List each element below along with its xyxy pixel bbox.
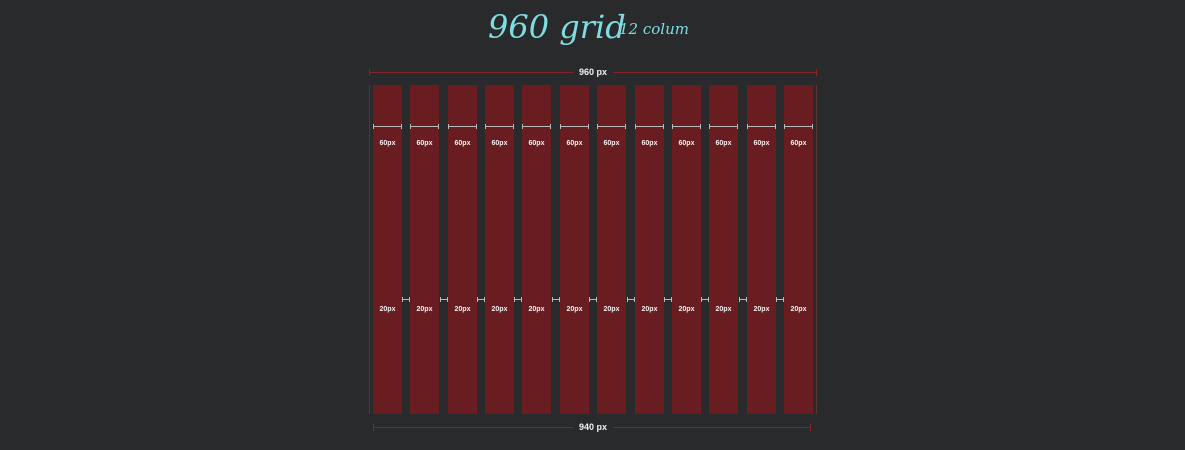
bottom-dimension-label: 940 px bbox=[572, 422, 614, 433]
column-width-label: 60px bbox=[753, 140, 770, 147]
gutter-label: 20px bbox=[491, 306, 508, 313]
column-width-tick bbox=[709, 124, 738, 129]
grid-column bbox=[560, 85, 589, 414]
column-width-tick bbox=[448, 124, 477, 129]
column-width-tick bbox=[747, 124, 776, 129]
column-width-label: 60px bbox=[379, 140, 396, 147]
grid-column bbox=[410, 85, 439, 414]
grid-column bbox=[597, 85, 626, 414]
gutter-tick bbox=[776, 297, 784, 302]
gutter-tick bbox=[552, 297, 560, 302]
grid-column bbox=[635, 85, 664, 414]
column-width-tick bbox=[784, 124, 813, 129]
gutter-label: 20px bbox=[566, 306, 583, 313]
gutter-tick bbox=[440, 297, 448, 302]
column-width-tick bbox=[410, 124, 439, 129]
gutter-label: 20px bbox=[454, 306, 471, 313]
top-dimension-label: 960 px bbox=[572, 67, 614, 78]
gutter-label: 20px bbox=[641, 306, 658, 313]
gutter-label: 20px bbox=[753, 306, 770, 313]
column-width-label: 60px bbox=[416, 140, 433, 147]
gutter-tick bbox=[514, 297, 522, 302]
column-width-label: 60px bbox=[603, 140, 620, 147]
gutter-label: 20px bbox=[715, 306, 732, 313]
gutter-label: 20px bbox=[678, 306, 695, 313]
grid-column bbox=[448, 85, 477, 414]
column-width-tick bbox=[635, 124, 664, 129]
gutter-tick bbox=[627, 297, 635, 302]
column-width-label: 60px bbox=[790, 140, 807, 147]
grid-column bbox=[747, 85, 776, 414]
grid-column bbox=[672, 85, 701, 414]
gutter-label: 20px bbox=[790, 306, 807, 313]
grid-column bbox=[784, 85, 813, 414]
page-subtitle: 12 colum bbox=[619, 20, 689, 38]
page-title: 960 grid bbox=[488, 8, 626, 46]
column-width-label: 60px bbox=[491, 140, 508, 147]
gutter-label: 20px bbox=[603, 306, 620, 313]
gutter-tick bbox=[664, 297, 672, 302]
column-width-tick bbox=[672, 124, 701, 129]
gutter-tick bbox=[589, 297, 597, 302]
gutter-tick bbox=[402, 297, 410, 302]
gutter-tick bbox=[701, 297, 709, 302]
grid-column bbox=[709, 85, 738, 414]
grid-column bbox=[485, 85, 514, 414]
column-width-label: 60px bbox=[678, 140, 695, 147]
gutter-label: 20px bbox=[416, 306, 433, 313]
column-width-tick bbox=[485, 124, 514, 129]
column-width-tick bbox=[373, 124, 402, 129]
container-left-edge bbox=[369, 85, 370, 414]
column-width-tick bbox=[560, 124, 589, 129]
column-width-tick bbox=[522, 124, 551, 129]
grid-column bbox=[373, 85, 402, 414]
gutter-tick bbox=[739, 297, 747, 302]
column-width-label: 60px bbox=[454, 140, 471, 147]
column-width-tick bbox=[597, 124, 626, 129]
column-width-label: 60px bbox=[641, 140, 658, 147]
column-width-label: 60px bbox=[566, 140, 583, 147]
grid-column bbox=[522, 85, 551, 414]
gutter-tick bbox=[477, 297, 485, 302]
gutter-label: 20px bbox=[528, 306, 545, 313]
container-right-edge bbox=[816, 85, 817, 414]
gutter-label: 20px bbox=[379, 306, 396, 313]
column-width-label: 60px bbox=[528, 140, 545, 147]
column-width-label: 60px bbox=[715, 140, 732, 147]
